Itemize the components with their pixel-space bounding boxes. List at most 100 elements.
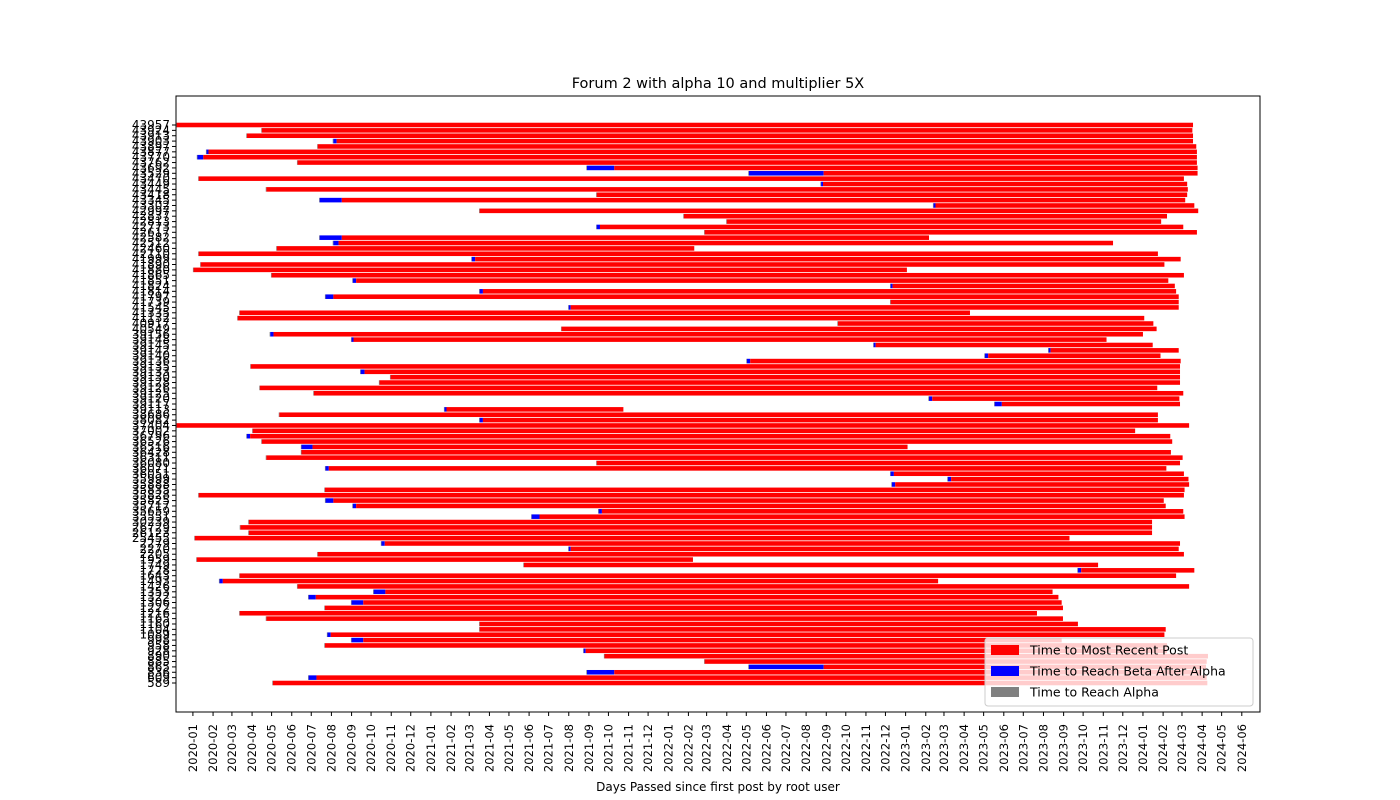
- bar-segment: [746, 358, 747, 364]
- y-tick-label: 42617: [132, 225, 170, 239]
- y-tick-label: 36080: [132, 456, 170, 470]
- y-tick-label: 39126: [132, 381, 170, 395]
- bar-segment: [935, 203, 1195, 208]
- y-tick-label: 42460: [132, 241, 170, 255]
- x-tick-label: 2022-04: [720, 724, 734, 772]
- bar-segment: [326, 632, 328, 637]
- bar-segment: [265, 616, 267, 621]
- bar-segment: [276, 246, 277, 251]
- y-tick-label: 36051: [132, 467, 170, 481]
- bar-segment: [360, 369, 361, 375]
- bar-segment: [893, 471, 1184, 477]
- chart-title: Forum 2 with alpha 10 and multiplier 5X: [572, 76, 865, 92]
- bar-segment: [994, 401, 1002, 407]
- y-tick-label: 40917: [132, 317, 170, 331]
- bar-segment: [586, 669, 587, 675]
- plot-area: 2020-01 2020-02 2020-03 2020-04 2020-05 2020-…: [132, 118, 1249, 772]
- y-tick-label: 43692: [132, 161, 170, 175]
- y-tick-label: 865: [147, 660, 170, 674]
- bar-segment: [271, 272, 1184, 278]
- bar-segment: [239, 573, 1177, 578]
- y-tick-label: 41132: [132, 311, 170, 325]
- bar-segment: [820, 181, 822, 187]
- bar-segment: [561, 326, 1157, 332]
- y-tick-label: 41797: [132, 290, 170, 304]
- y-tick-label: 43345: [132, 193, 170, 207]
- bar-segment: [479, 621, 1078, 627]
- bar-segment: [704, 230, 1197, 235]
- bar-segment: [315, 594, 1059, 600]
- x-tick-label: 2024-01: [1136, 724, 1150, 772]
- bar-segment: [297, 160, 1197, 165]
- y-tick-label: 43302: [132, 198, 170, 212]
- y-tick-label: 1216: [139, 606, 170, 620]
- bar-segment: [333, 138, 337, 144]
- legend-swatch: [991, 687, 1019, 697]
- bar-segment: [222, 578, 939, 584]
- bar-segment: [598, 509, 599, 514]
- bar-segment: [246, 133, 247, 139]
- y-tick-label: 43529: [132, 166, 170, 180]
- bar-segment: [482, 289, 1177, 294]
- bar-segment: [341, 235, 930, 240]
- bar-segment: [583, 648, 586, 654]
- y-tick-label: 37404: [132, 418, 170, 432]
- bar-segment: [239, 525, 241, 530]
- x-tick-label: 2023-02: [919, 724, 933, 772]
- x-tick-label: 2020-03: [225, 724, 239, 772]
- bar-segment: [200, 262, 1165, 267]
- bar-segment: [381, 541, 385, 546]
- bar-segment: [176, 423, 1190, 428]
- bar-segment: [446, 407, 624, 412]
- x-tick-label: 2021-01: [424, 724, 438, 772]
- bar-segment: [324, 294, 326, 299]
- x-tick-label: 2020-04: [245, 724, 259, 772]
- bar-segment: [198, 492, 1184, 498]
- bar-segment: [198, 492, 199, 498]
- bar-segment: [596, 192, 597, 198]
- bar-segment: [246, 433, 247, 439]
- bar-segment: [272, 680, 1208, 686]
- y-tick-label: 41880: [132, 263, 170, 277]
- bar-segment: [266, 455, 1183, 460]
- bar-segment: [364, 369, 1181, 375]
- x-tick-label: 2020-09: [345, 724, 359, 772]
- bar-segment: [351, 637, 364, 643]
- y-tick-label: 41890: [132, 258, 170, 272]
- x-axis-label: Days Passed since first post by root use…: [596, 780, 840, 794]
- bar-segment: [324, 487, 325, 493]
- bar-segment: [248, 519, 249, 525]
- bar-segment: [246, 133, 1194, 139]
- bar-segment: [198, 176, 1184, 181]
- bar-segment: [891, 482, 892, 487]
- bar-segment: [479, 627, 1166, 632]
- x-tick-label: 2020-02: [206, 724, 220, 772]
- bar-segment: [239, 610, 1037, 616]
- bar-segment: [259, 385, 260, 391]
- bar-segment: [319, 197, 320, 203]
- bar-segment: [890, 283, 893, 289]
- bar-segment: [482, 417, 1158, 423]
- legend-swatch: [991, 645, 1019, 655]
- bar-segment: [479, 627, 480, 632]
- y-tick-label: 25455: [132, 531, 170, 545]
- y-tick-label: 42582: [132, 231, 170, 245]
- bar-segment: [479, 621, 480, 627]
- y-tick-label: 40549: [132, 322, 170, 336]
- y-tick-label: 41814: [132, 284, 170, 298]
- y-tick-label: 42837: [132, 209, 170, 223]
- y-tick-label: 39128: [132, 376, 170, 390]
- bar-segment: [250, 364, 251, 369]
- y-tick-label: 39156: [132, 327, 170, 341]
- y-tick-label: 43957: [132, 118, 170, 132]
- bar-segment: [351, 337, 354, 342]
- y-tick-label: 38082: [132, 413, 170, 427]
- y-tick-label: 35888: [132, 477, 170, 491]
- bar-segment: [196, 557, 693, 562]
- bar-segment: [317, 551, 318, 557]
- bar-segment: [984, 353, 985, 358]
- bar-segment: [895, 482, 1190, 487]
- bar-segment: [823, 171, 1198, 176]
- bar-segment: [570, 305, 1179, 310]
- bar-segment: [378, 380, 380, 385]
